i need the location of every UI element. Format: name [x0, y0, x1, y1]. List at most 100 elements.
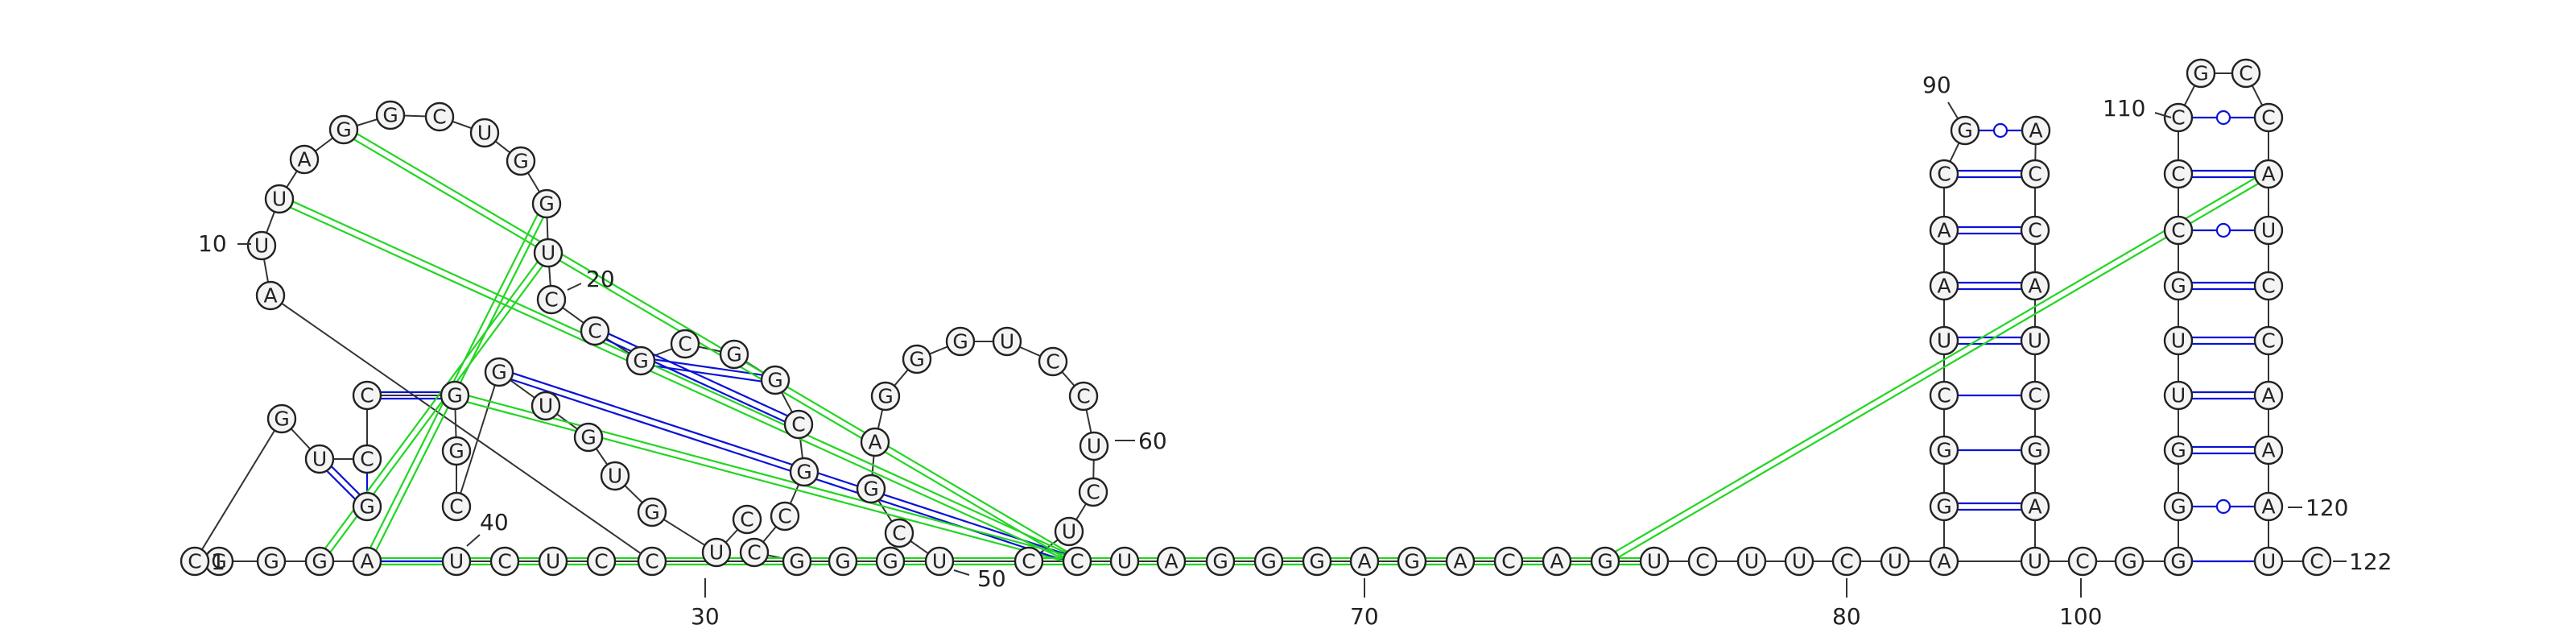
nucleotide: A	[1929, 271, 1959, 301]
nucleotide: U	[469, 118, 500, 148]
nucleotide-letter: G	[448, 440, 464, 463]
nucleotide: C	[352, 380, 382, 411]
base-pair-2-7	[2178, 222, 2268, 238]
nucleotide-letter: U	[1117, 550, 1132, 573]
nucleotide-letter: G	[513, 150, 528, 173]
nucleotide-letter: G	[644, 501, 659, 524]
position-label-110: 110	[2103, 95, 2172, 122]
nucleotide-letter: A	[2261, 163, 2275, 186]
nucleotide-letter: G	[274, 407, 289, 431]
nucleotide-letter: A	[1164, 550, 1178, 573]
nucleotide: A	[255, 280, 286, 311]
pseudoknot-pair-4	[277, 195, 1080, 565]
nucleotide: A	[2021, 115, 2051, 146]
position-label-40: 40	[466, 509, 509, 547]
backbone-line	[193, 72, 2317, 562]
nucleotide: G	[256, 546, 287, 577]
nucleotide: C	[1929, 159, 1959, 189]
nucleotide: U	[1736, 546, 1767, 577]
nucleotide: G	[1929, 435, 1959, 465]
svg-text:50: 50	[977, 565, 1006, 592]
nucleotide: G	[2163, 435, 2194, 465]
nucleotide-letter: U	[1744, 550, 1759, 573]
nucleotide-letter: A	[1937, 550, 1951, 573]
pseudoknot-pair-1	[316, 250, 552, 565]
nucleotide: A	[1445, 546, 1476, 577]
pseudoknot-pair-5	[341, 126, 1080, 565]
nucleotide-letter: C	[1937, 384, 1951, 407]
nucleotide: C	[424, 101, 455, 132]
nucleotide: G	[2186, 58, 2216, 89]
nucleotide: G	[870, 381, 901, 412]
nucleotide: G	[573, 422, 604, 453]
nucleotide-letter: C	[1695, 550, 1709, 573]
base-pair-2-3	[2178, 445, 2268, 455]
nucleotide-letter: U	[312, 448, 327, 471]
nucleotide-letter: G	[359, 495, 374, 519]
position-label-120: 120	[2288, 494, 2348, 521]
position-label-30: 30	[691, 578, 720, 630]
base-pair-2-4	[2178, 391, 2268, 400]
nucleotide-letter: C	[1937, 163, 1951, 186]
nucleotide-letter: U	[254, 234, 269, 258]
nucleotide: G	[875, 546, 906, 577]
nucleotide: U	[600, 461, 630, 491]
nucleotide: A	[1156, 546, 1187, 577]
nucleotide-letter: U	[1000, 330, 1014, 354]
nucleotide-letter: A	[297, 148, 311, 172]
nucleotide-letter: C	[544, 288, 558, 312]
nucleotide-letter: G	[491, 361, 506, 384]
nucleotide-letter: G	[539, 192, 554, 216]
nucleotide: A	[352, 546, 382, 577]
nucleotide-letter: U	[546, 550, 560, 573]
nucleotide: U	[304, 444, 335, 474]
nucleotide-letter: A	[1550, 550, 1563, 573]
nucleotide-letter: U	[2261, 550, 2276, 573]
nucleotide: C	[536, 284, 567, 315]
nucleotide: G	[266, 403, 297, 434]
nucleotide: G	[1397, 546, 1427, 577]
nucleotide: C	[1038, 346, 1068, 377]
nucleotide: G	[531, 188, 562, 219]
nucleotide-letter: A	[2261, 495, 2275, 519]
nucleotide: C	[637, 546, 667, 577]
nucleotide: U	[1784, 546, 1814, 577]
nucleotide-letter: C	[2171, 219, 2185, 242]
nucleotide-letter: U	[272, 188, 287, 211]
svg-text:80: 80	[1832, 603, 1861, 630]
base-pair-1-1	[1944, 502, 2035, 511]
svg-text:100: 100	[2059, 603, 2102, 630]
position-label-90: 90	[1922, 72, 1959, 119]
nucleotide-letter: A	[2028, 495, 2041, 519]
nucleotide-letter: G	[2170, 439, 2186, 462]
nucleotide: U	[924, 546, 955, 577]
nucleotide-letter: G	[863, 478, 878, 501]
svg-text:90: 90	[1922, 72, 1951, 98]
svg-text:70: 70	[1350, 603, 1379, 630]
nucleotide-letter: A	[2261, 439, 2275, 462]
nucleotide-letter: G	[909, 348, 924, 371]
svg-text:1: 1	[211, 548, 225, 575]
nucleotide: C	[1068, 381, 1099, 412]
nucleotide: A	[1929, 546, 1959, 577]
nucleotide-letter: G	[447, 384, 462, 407]
base-pair-layer	[316, 110, 2268, 565]
nucleotide: U	[1054, 516, 1084, 547]
nucleotide: C	[2020, 159, 2050, 189]
nucleotide: A	[2253, 380, 2284, 411]
nucleotide-letter: C	[791, 413, 805, 436]
nucleotide-letter: G	[796, 461, 811, 484]
nucleotide: C	[1493, 546, 1524, 577]
nucleotide-letter: A	[1357, 550, 1371, 573]
position-label-50: 50	[953, 565, 1006, 592]
svg-text:30: 30	[691, 603, 720, 630]
nucleotide: G	[828, 546, 858, 577]
nucleotide-letter: U	[1792, 550, 1806, 573]
nucleotide: A	[860, 427, 890, 457]
svg-text:20: 20	[586, 266, 615, 292]
nucleotide: U	[538, 546, 568, 577]
nucleotide: A	[2020, 491, 2050, 522]
nucleotide-letter: C	[594, 550, 608, 573]
nucleotide-letter: G	[2170, 550, 2186, 573]
